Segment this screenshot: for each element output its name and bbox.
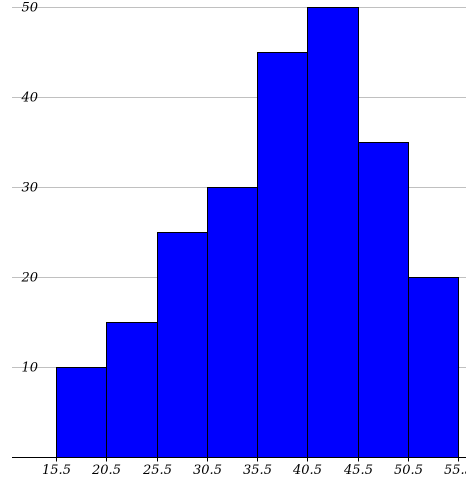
x-tick-label: 50.5 [394, 463, 423, 478]
y-tick-label: 40 [20, 91, 38, 106]
histogram-bar [307, 7, 359, 458]
y-tick-label: 10 [21, 361, 38, 376]
histogram-bar [358, 142, 409, 458]
tick-labels: 10 20 30 40 50 15.5 20.5 25.5 30.5 35.5 40.5 45.5 50… [20, 1, 466, 479]
x-tick-label: 40.5 [292, 463, 322, 478]
x-tick-label: 35.5 [243, 463, 272, 478]
x-tick-label: 30.5 [193, 463, 222, 478]
x-tick-label: 25.5 [142, 463, 172, 478]
histogram-bar [408, 277, 459, 458]
histogram-bar [56, 367, 107, 458]
x-tick-label: 15.5 [42, 463, 71, 478]
y-tick-label: 20 [20, 271, 38, 286]
x-tick-label: 20.5 [91, 463, 121, 478]
y-tick-label: 50 [21, 1, 38, 16]
histogram-bar [157, 232, 208, 458]
x-tick-label: 45.5 [343, 463, 373, 478]
histogram-bar [257, 52, 308, 458]
x-tick-label: 55.5 [444, 463, 466, 478]
histogram-bars [56, 7, 459, 458]
histogram-bar [207, 187, 258, 458]
x-axis [12, 457, 466, 462]
y-tick-label: 30 [21, 181, 38, 196]
histogram-bar [106, 322, 158, 458]
